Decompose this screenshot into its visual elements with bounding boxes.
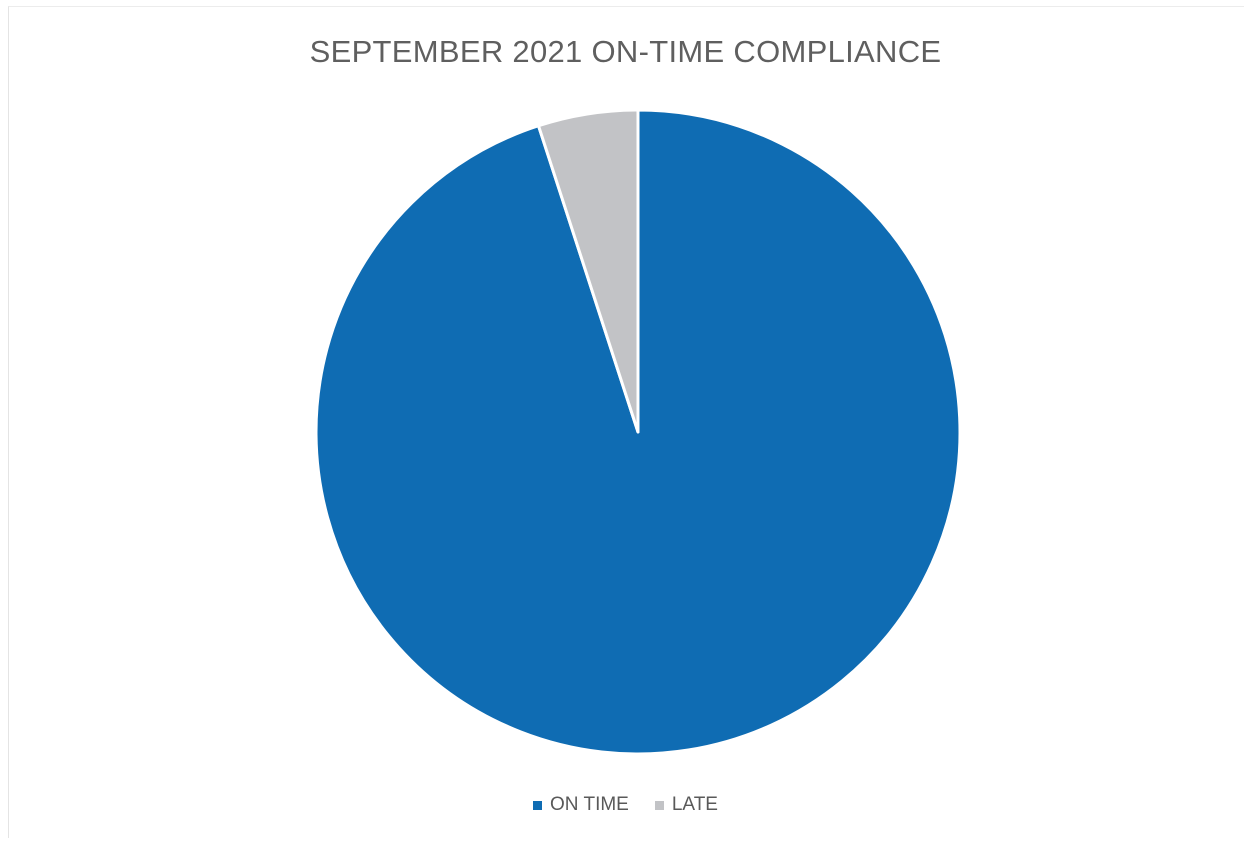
legend-swatch-late [654,800,664,810]
chart-title: SEPTEMBER 2021 ON-TIME COMPLIANCE [309,34,942,69]
legend-item-on-time: ON TIME [533,794,629,816]
legend: ON TIME LATE [0,794,1251,816]
legend-label-late: LATE [671,794,718,815]
legend-item-late: LATE [654,794,718,816]
chart-frame [8,6,1244,838]
pie-slice-late [536,108,640,434]
legend-swatch-on-time [533,800,543,810]
legend-label-on-time: ON TIME [550,794,629,815]
